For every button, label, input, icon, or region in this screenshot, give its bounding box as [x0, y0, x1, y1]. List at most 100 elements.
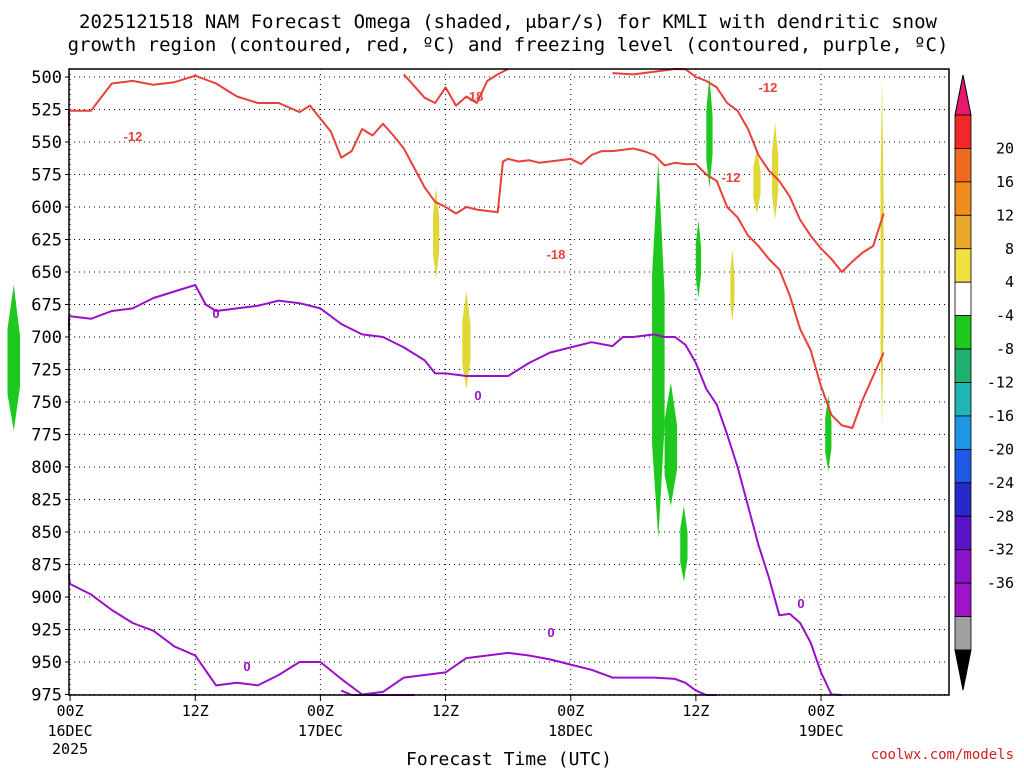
- dgz-contour-label: -18: [465, 89, 484, 104]
- y-tick-label: 700: [31, 328, 62, 348]
- omega-green-region: [706, 77, 713, 188]
- colorbar-band: [954, 315, 972, 350]
- colorbar-band: [954, 382, 972, 417]
- colorbar-label: -12: [987, 374, 1014, 392]
- x-tick-label: 12Z: [182, 702, 209, 720]
- colorbar-label: -20: [987, 440, 1014, 458]
- dgz-contour-label: -12: [759, 80, 778, 95]
- colorbar-label: 16: [996, 173, 1014, 191]
- y-tick-label: 725: [31, 361, 62, 381]
- y-tick-label: 950: [31, 653, 62, 673]
- colorbar: 20 16 12 8 4 -4 -8 -12 -16 -20 -24 -28 -32 -36: [954, 74, 1014, 691]
- dgz-contour-label: -18: [547, 247, 566, 262]
- x-tick-label: 2025: [52, 740, 88, 758]
- dgz-contour-label: -12: [722, 170, 741, 185]
- y-tick-label: 925: [31, 621, 62, 641]
- x-tick-label: 12Z: [682, 702, 709, 720]
- dgz-contour-label: -12: [124, 129, 143, 144]
- colorbar-band: [954, 348, 972, 383]
- colorbar-bottom-triangle: [954, 649, 972, 691]
- y-tick-label: 550: [31, 133, 62, 153]
- colorbar-label: 8: [1005, 240, 1014, 258]
- y-tick-label: 625: [31, 231, 62, 251]
- x-tick-label: 00Z: [57, 702, 84, 720]
- colorbar-label: -8: [996, 340, 1014, 358]
- colorbar-band: [954, 281, 972, 317]
- dgz-contour-upper: [68, 74, 885, 429]
- colorbar-label: -32: [987, 541, 1014, 559]
- dgz-contour-upper-segment: [403, 68, 509, 107]
- freezing-contour-label: 0: [474, 388, 481, 403]
- y-tick-label: 750: [31, 393, 62, 413]
- chart-title-line-1: 2025121518 NAM Forecast Omega (shaded, μ…: [79, 11, 937, 33]
- plot-frame: [68, 68, 950, 696]
- colorbar-label: -4: [996, 307, 1014, 325]
- y-tick-label: 900: [31, 588, 62, 608]
- y-tick-label: 800: [31, 458, 62, 478]
- x-tick-label: 00Z: [557, 702, 584, 720]
- x-tick-label: 00Z: [307, 702, 334, 720]
- y-tick-label: 775: [31, 426, 62, 446]
- gridlines: [69, 69, 949, 695]
- colorbar-band: [954, 214, 972, 250]
- omega-yellow-region: [753, 148, 761, 214]
- y-tick-label: 875: [31, 556, 62, 576]
- colorbar-band: [954, 515, 972, 551]
- x-tick-label: 19DEC: [798, 722, 843, 740]
- omega-yellow-region: [772, 122, 779, 220]
- colorbar-band: [954, 248, 972, 283]
- colorbar-band: [954, 415, 972, 450]
- y-tick-label: 975: [31, 686, 62, 706]
- pressure-axis: 500 525 550 575 600 625 650 675 700 725 750 775 800 8…: [31, 68, 69, 706]
- y-tick-label: 600: [31, 198, 62, 218]
- omega-yellow-region: [433, 187, 440, 279]
- colorbar-band: [954, 448, 972, 484]
- y-tick-label: 675: [31, 296, 62, 316]
- colorbar-label: 4: [1005, 273, 1014, 291]
- x-tick-label: 00Z: [807, 702, 834, 720]
- freezing-contour-label: 0: [797, 596, 804, 611]
- colorbar-label: -24: [987, 474, 1014, 492]
- omega-green-region: [664, 382, 678, 506]
- x-axis-label: Forecast Time (UTC): [406, 749, 612, 768]
- colorbar-label: -28: [987, 507, 1014, 525]
- omega-yellow-region: [462, 291, 471, 389]
- freezing-contour-upper: [68, 284, 842, 696]
- x-tick-label: 18DEC: [548, 722, 593, 740]
- omega-green-region: [652, 161, 665, 539]
- y-tick-label: 575: [31, 166, 62, 186]
- colorbar-band: [954, 114, 972, 149]
- x-tick-label: 16DEC: [48, 722, 93, 740]
- colorbar-label: 12: [996, 206, 1014, 224]
- freezing-contour-label: 0: [243, 659, 250, 674]
- y-tick-label: 525: [31, 101, 62, 121]
- x-tick-label: 12Z: [432, 702, 459, 720]
- omega-yellow-region: [880, 77, 884, 428]
- y-tick-label: 500: [31, 68, 62, 88]
- omega-yellow-region: [730, 249, 735, 322]
- omega-green-region: [680, 506, 688, 582]
- credit-text: coolwx.com/models: [871, 747, 1014, 763]
- colorbar-band: [954, 549, 972, 584]
- omega-green-region: [825, 395, 832, 471]
- y-tick-label: 650: [31, 263, 62, 283]
- y-tick-label: 850: [31, 523, 62, 543]
- colorbar-band: [954, 616, 972, 651]
- colorbar-label: -16: [987, 407, 1014, 425]
- freezing-contour-label: 0: [212, 306, 219, 321]
- colorbar-label: -36: [987, 574, 1014, 592]
- freezing-contour-lower: [68, 574, 717, 696]
- colorbar-band: [954, 181, 972, 216]
- colorbar-label: 20: [996, 139, 1014, 157]
- chart-title-line-2: growth region (contoured, red, ºC) and f…: [68, 34, 949, 56]
- colorbar-band: [954, 482, 972, 517]
- colorbar-band: [954, 582, 972, 617]
- omega-green-region: [7, 285, 21, 431]
- y-tick-label: 825: [31, 491, 62, 511]
- colorbar-band: [954, 148, 972, 183]
- omega-green-region: [695, 220, 702, 298]
- omega-shading: [7, 77, 884, 582]
